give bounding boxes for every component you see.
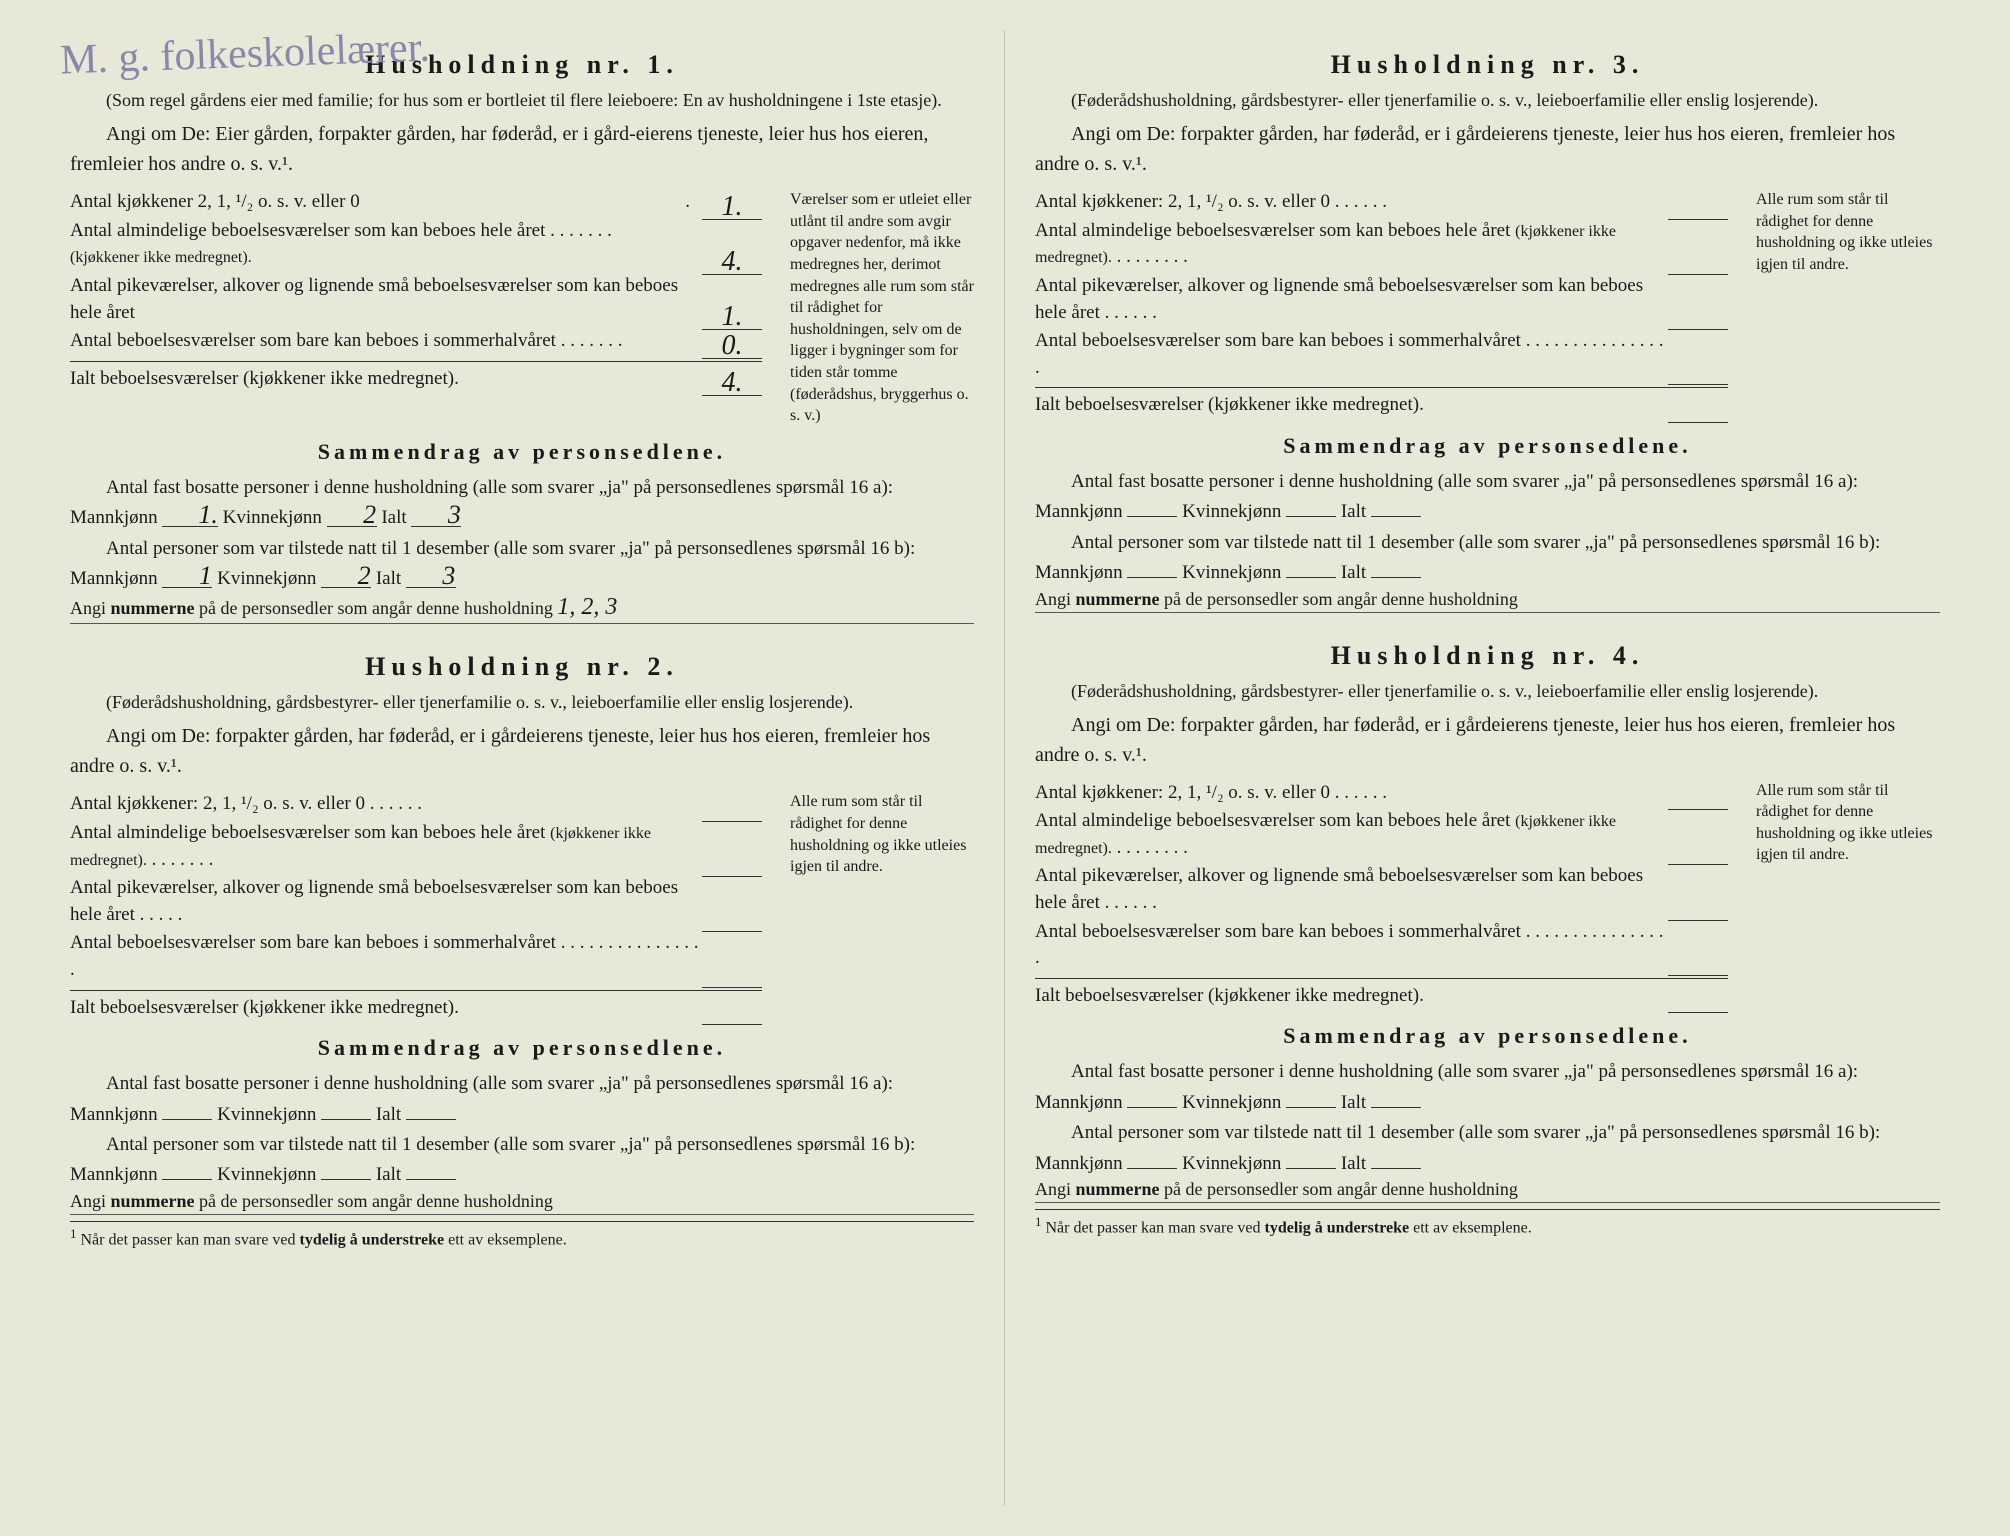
side-note-2: Alle rum som står til rådighet for denne…	[774, 791, 974, 1023]
household-3-form: Antal kjøkkener: 2, 1, ¹/₂ o. s. v. elle…	[1035, 189, 1940, 421]
left-page: M. g. folkeskolelærer. Husholdning nr. 1…	[40, 30, 1005, 1506]
room-2-value: 0.	[702, 333, 762, 359]
kjokken-label: Antal kjøkkener 2, 1, ¹/₂ o. s. v. eller…	[70, 189, 679, 216]
footnote-right: 1 Når det passer kan man svare ved tydel…	[1035, 1209, 1940, 1237]
angi-nummer-1: Angi nummerne på de personsedler som ang…	[70, 594, 974, 624]
room-0-label: Antal almindelige beboelsesværelser som …	[70, 218, 702, 271]
household-4-title: Husholdning nr. 4.	[1035, 641, 1940, 671]
summary-title-1: Sammendrag av personsedlene.	[70, 439, 974, 465]
summary-b-3: Antal personer som var tilstede natt til…	[1035, 528, 1940, 589]
household-3-title: Husholdning nr. 3.	[1035, 50, 1940, 80]
household-1-form: Antal kjøkkener 2, 1, ¹/₂ o. s. v. eller…	[70, 189, 974, 427]
household-2: Husholdning nr. 2. (Føderådshusholdning,…	[70, 652, 974, 1249]
kjokken-label-2: Antal kjøkkener: 2, 1, ¹/₂ o. s. v. elle…	[70, 791, 702, 818]
household-2-angi: Angi om De: forpakter gården, har føderå…	[70, 721, 974, 781]
footnote-left: 1 Når det passer kan man svare ved tydel…	[70, 1221, 974, 1249]
household-4-angi: Angi om De: forpakter gården, har føderå…	[1035, 710, 1940, 770]
household-1: Husholdning nr. 1. (Som regel gårdens ei…	[70, 50, 974, 624]
side-note-3: Alle rum som står til rådighet for denne…	[1740, 189, 1940, 421]
room-1-value: 1.	[702, 304, 762, 330]
angi-nummer-4: Angi nummerne på de personsedler som ang…	[1035, 1179, 1940, 1203]
summary-b-4: Antal personer som var tilstede natt til…	[1035, 1118, 1940, 1179]
summary-title-3: Sammendrag av personsedlene.	[1035, 433, 1940, 459]
total-label-2: Ialt beboelsesværelser (kjøkkener ikke m…	[70, 995, 702, 1022]
summary-title-2: Sammendrag av personsedlene.	[70, 1035, 974, 1061]
room-2-0-label: Antal almindelige beboelsesværelser som …	[70, 820, 702, 873]
summary-title-4: Sammendrag av personsedlene.	[1035, 1023, 1940, 1049]
household-3-angi: Angi om De: forpakter gården, har føderå…	[1035, 119, 1940, 179]
household-1-subtitle: (Som regel gårdens eier med familie; for…	[70, 88, 974, 113]
summary-b-2: Antal personer som var tilstede natt til…	[70, 1130, 974, 1191]
household-2-form: Antal kjøkkener: 2, 1, ¹/₂ o. s. v. elle…	[70, 791, 974, 1023]
side-note-4: Alle rum som står til rådighet for denne…	[1740, 780, 1940, 1012]
household-2-subtitle: (Føderådshusholdning, gårdsbestyrer- ell…	[70, 690, 974, 715]
room-1-label: Antal pikeværelser, alkover og lignende …	[70, 273, 702, 326]
angi-nummer-2: Angi nummerne på de personsedler som ang…	[70, 1191, 974, 1215]
household-3-subtitle: (Føderådshusholdning, gårdsbestyrer- ell…	[1035, 88, 1940, 113]
right-page: Husholdning nr. 3. (Føderådshusholdning,…	[1005, 30, 1970, 1506]
kjokken-value: 1.	[702, 194, 762, 220]
summary-a-3: Antal fast bosatte personer i denne hush…	[1035, 467, 1940, 528]
room-2-2-label: Antal beboelsesværelser som bare kan beb…	[70, 930, 702, 983]
room-2-label: Antal beboelsesværelser som bare kan beb…	[70, 328, 702, 355]
summary-a-2: Antal fast bosatte personer i denne hush…	[70, 1069, 974, 1130]
side-note-1: Værelser som er utleiet eller utlånt til…	[774, 189, 974, 427]
room-2-1-label: Antal pikeværelser, alkover og lignende …	[70, 875, 702, 928]
total-value: 4.	[702, 370, 762, 396]
summary-a-1: Antal fast bosatte personer i denne hush…	[70, 473, 974, 534]
summary-a-4: Antal fast bosatte personer i denne hush…	[1035, 1057, 1940, 1118]
household-4: Husholdning nr. 4. (Føderådshusholdning,…	[1035, 641, 1940, 1238]
total-label: Ialt beboelsesværelser (kjøkkener ikke m…	[70, 366, 702, 393]
household-4-form: Antal kjøkkener: 2, 1, ¹/₂ o. s. v. elle…	[1035, 780, 1940, 1012]
room-0-value: 4.	[702, 249, 762, 275]
angi-nummer-3: Angi nummerne på de personsedler som ang…	[1035, 589, 1940, 613]
household-2-title: Husholdning nr. 2.	[70, 652, 974, 682]
kjokken-value-2	[702, 802, 762, 822]
household-4-subtitle: (Føderådshusholdning, gårdsbestyrer- ell…	[1035, 679, 1940, 704]
summary-b-1: Antal personer som var tilstede natt til…	[70, 534, 974, 595]
household-3: Husholdning nr. 3. (Føderådshusholdning,…	[1035, 50, 1940, 613]
household-1-angi: Angi om De: Eier gården, forpakter gårde…	[70, 119, 974, 179]
